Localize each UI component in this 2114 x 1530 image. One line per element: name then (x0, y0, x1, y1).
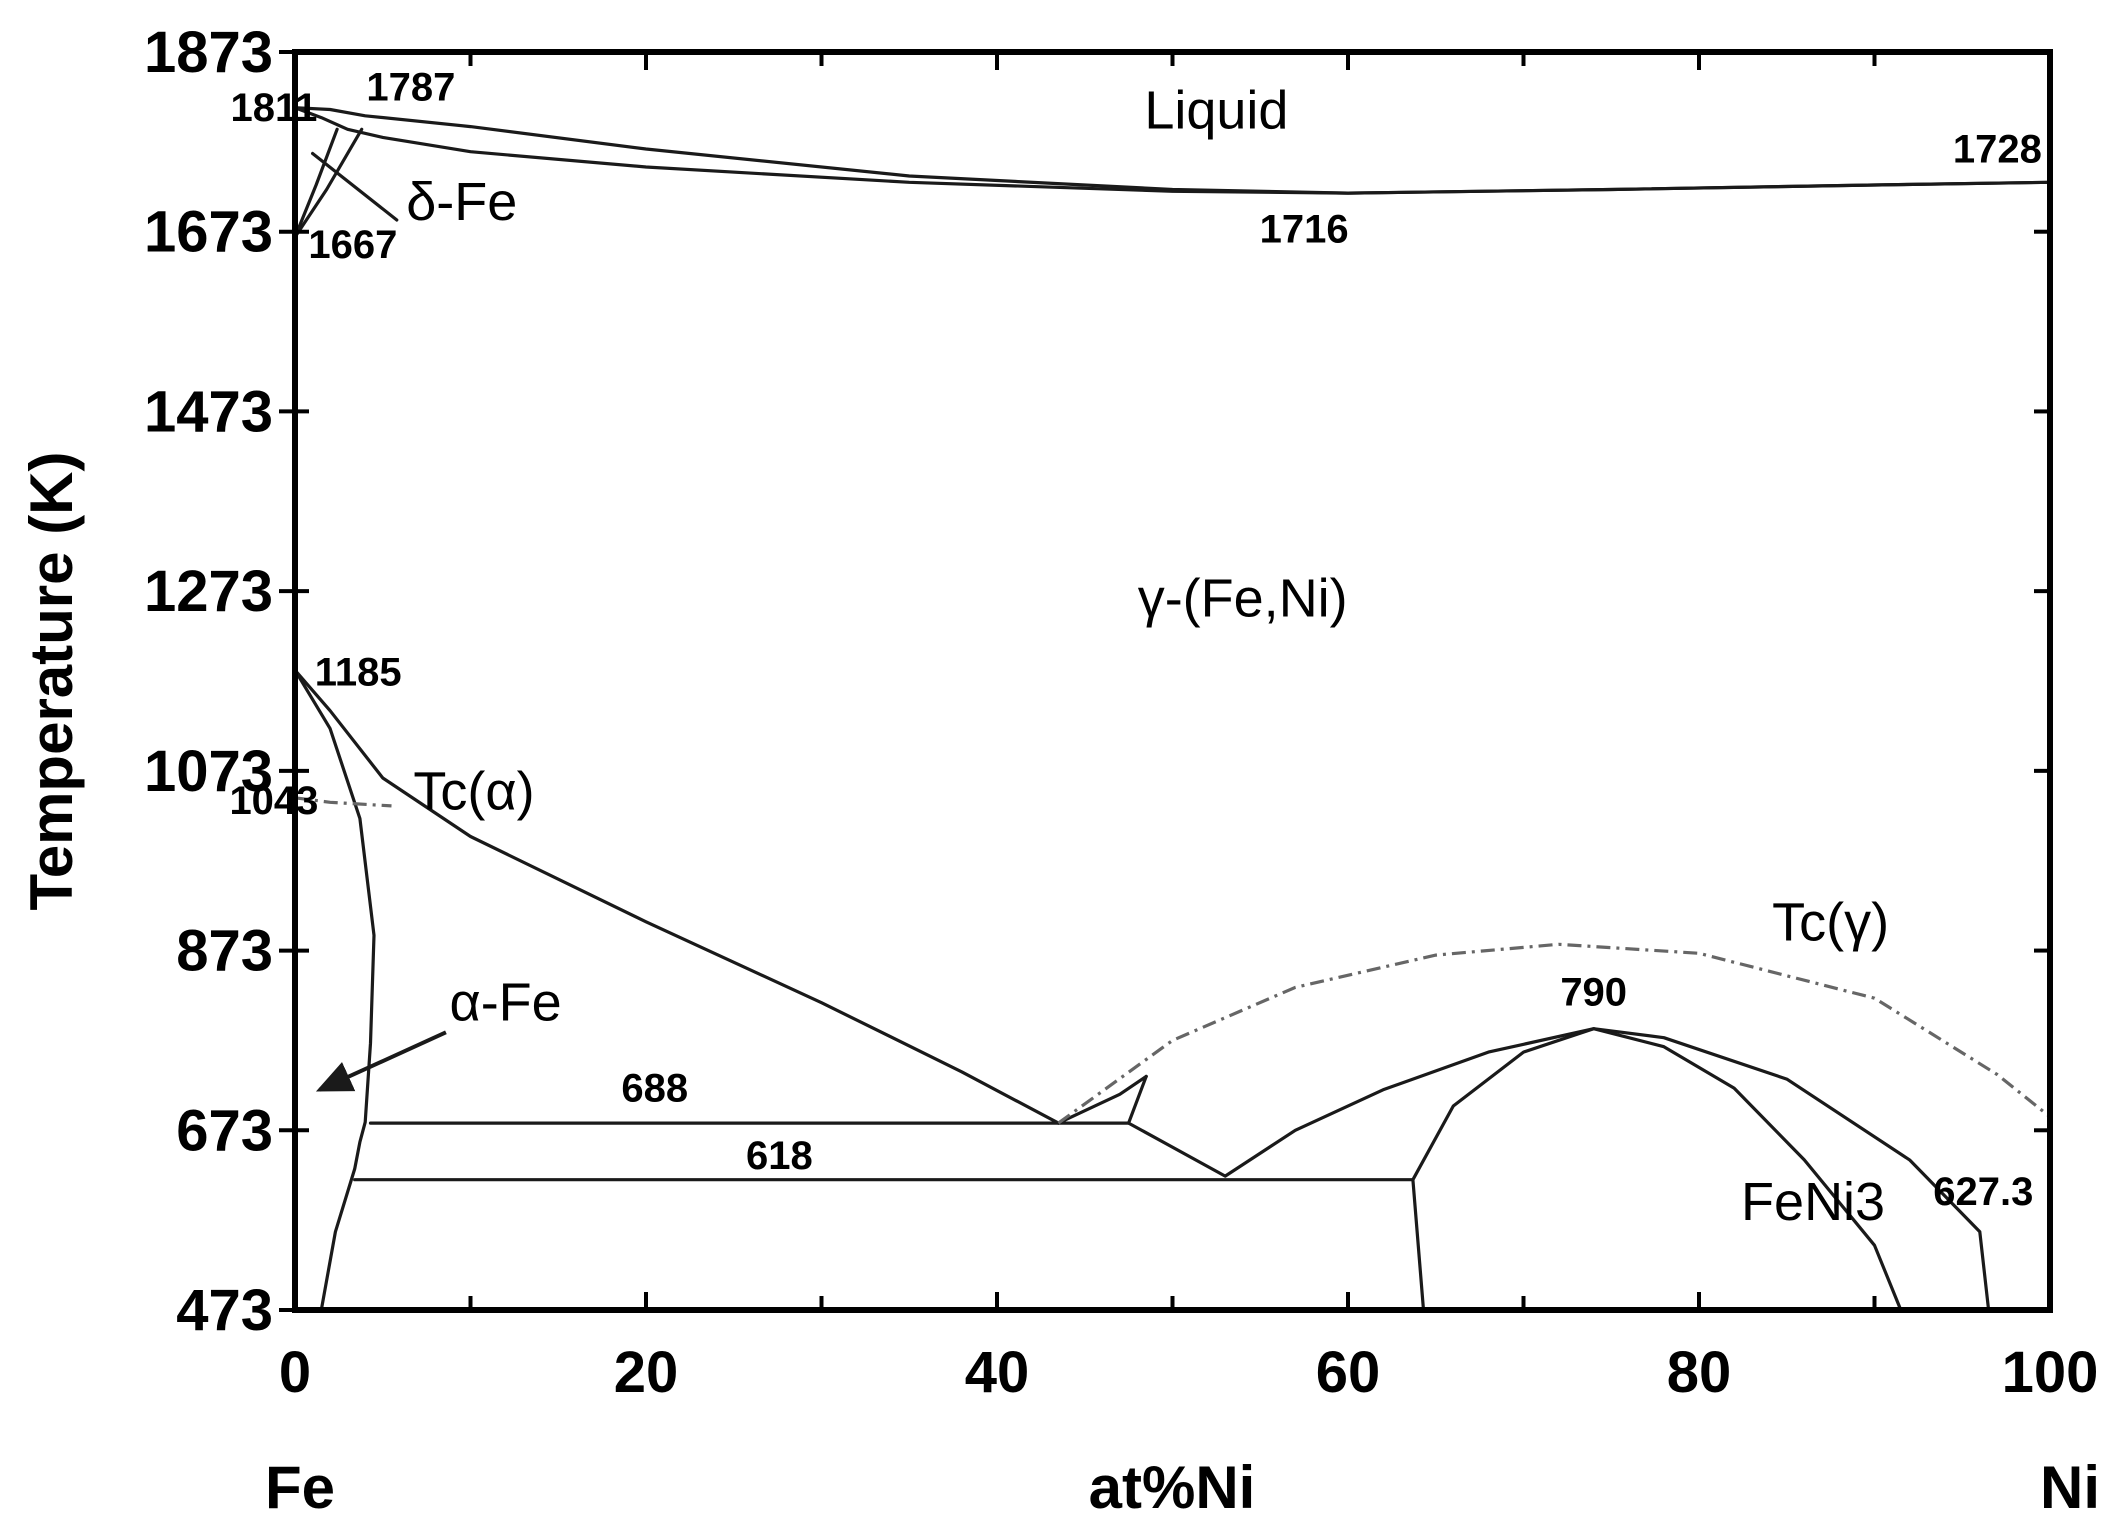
phase-label-1: γ-(Fe,Ni) (1138, 568, 1348, 628)
annotation-627.3: 627.3 (1933, 1170, 2033, 1214)
y-tick-label-1873: 1873 (144, 20, 273, 85)
x-axis-left-end-label: Fe (265, 1454, 335, 1521)
phase-boundary-3 (293, 127, 364, 239)
phase-boundary-1 (293, 106, 2052, 195)
phase-label-2: α-Fe (449, 973, 561, 1033)
annotation-1787: 1787 (366, 66, 455, 110)
phase-boundary-10 (1127, 1027, 1991, 1312)
x-tick-label-20: 20 (614, 1340, 679, 1405)
x-tick-label-0: 0 (279, 1340, 311, 1405)
y-tick-label-873: 873 (176, 919, 273, 984)
phase-boundary-4 (311, 151, 399, 222)
phase-boundary-5 (293, 668, 1060, 1125)
magnetic-transition-line-13 (294, 796, 392, 808)
y-tick-label-673: 673 (176, 1098, 273, 1163)
phase-label-4: δ-Fe (406, 172, 517, 232)
phase-boundary-9 (1056, 1074, 1148, 1125)
phase-boundary-11 (1411, 1178, 1426, 1312)
annotation-1716: 1716 (1260, 207, 1349, 251)
phase-boundary-6 (293, 668, 376, 1312)
x-axis-right-end-label: Ni (2040, 1454, 2100, 1521)
x-tick-label-60: 60 (1316, 1340, 1381, 1405)
label-layer: 0 20 40 60 80 100 473 673 873 1073 1273 1473 1673 187… (144, 20, 2098, 1405)
x-tick-label-100: 100 (2002, 1340, 2099, 1405)
alpha-fe-arrow-0 (315, 1030, 447, 1092)
y-tick-label-1673: 1673 (144, 200, 273, 265)
annotation-618: 618 (746, 1134, 813, 1178)
phase-label-0: Liquid (1144, 80, 1288, 140)
phase-boundary-2 (293, 127, 339, 239)
annotation-1185: 1185 (315, 650, 402, 694)
annotation-1667: 1667 (308, 223, 397, 267)
annotation-688: 688 (621, 1067, 688, 1111)
phase-label-5: Tc(α) (413, 761, 534, 821)
annotation-1728: 1728 (1953, 128, 2042, 172)
x-tick-label-80: 80 (1667, 1340, 1732, 1405)
tick-layer (279, 50, 2052, 1312)
annotation-1043: 1043 (229, 779, 318, 823)
annotation-790: 790 (1560, 970, 1627, 1014)
plot-frame (292, 49, 2053, 1313)
y-axis-title: Temperature (K) (18, 452, 85, 911)
x-tick-label-40: 40 (965, 1340, 1030, 1405)
phase-label-3: FeNi3 (1741, 1172, 1885, 1232)
phase-boundary-12 (1411, 1027, 1903, 1312)
plot-layer (293, 106, 2052, 1312)
y-tick-label-1273: 1273 (144, 559, 273, 624)
y-tick-label-1073: 1073 (144, 739, 273, 804)
annotation-1811: 1811 (231, 86, 318, 130)
phase-label-6: Tc(γ) (1772, 893, 1889, 953)
y-tick-label-473: 473 (176, 1278, 273, 1343)
y-tick-label-1473: 1473 (144, 379, 273, 444)
magnetic-transition-line-14 (1057, 942, 2052, 1125)
x-axis-title: at%Ni (1089, 1454, 1256, 1521)
